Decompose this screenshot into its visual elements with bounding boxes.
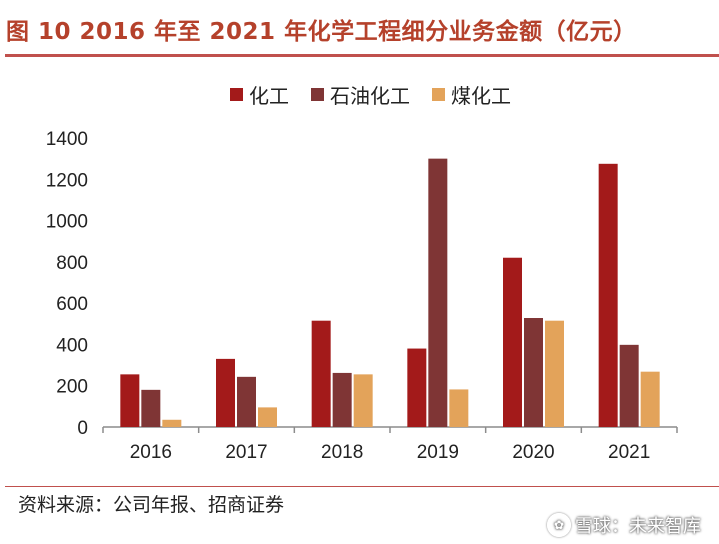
bar-2017-series-2 — [258, 407, 277, 427]
bar-2020-series-0 — [503, 257, 522, 427]
legend-swatch-1 — [311, 88, 324, 101]
bar-2018-series-1 — [332, 372, 352, 427]
bar-2021-series-2 — [640, 371, 660, 427]
legend-item-0: 化工 — [230, 80, 289, 109]
title-divider — [5, 54, 719, 57]
y-tick-label-0: 0 — [77, 418, 88, 439]
y-tick-label-7: 1400 — [46, 129, 88, 150]
bar-2021-series-0 — [598, 163, 618, 427]
snowball-icon: ✿ — [547, 513, 571, 537]
bar-2021-series-1 — [619, 344, 639, 427]
bar-2020-series-2 — [545, 320, 564, 427]
legend-swatch-0 — [230, 88, 243, 101]
legend-label-2: 煤化工 — [451, 84, 511, 108]
bar-2017-series-0 — [216, 358, 235, 427]
legend-label-0: 化工 — [249, 84, 289, 108]
x-tick-label-2: 2018 — [321, 442, 363, 463]
x-tick-label-4: 2020 — [512, 442, 554, 463]
bar-2019-series-2 — [449, 389, 469, 427]
chart-title: 图 10 2016 年至 2021 年化学工程细分业务金额（亿元） — [6, 19, 637, 45]
bar-2016-series-0 — [120, 374, 140, 427]
x-tick-label-1: 2017 — [225, 442, 267, 463]
x-tick-label-0: 2016 — [130, 442, 172, 463]
y-tick-label-5: 1000 — [46, 212, 88, 233]
bar-2016-series-1 — [141, 389, 161, 427]
source-divider — [5, 486, 719, 487]
legend-item-2: 煤化工 — [432, 80, 511, 109]
bar-2016-series-2 — [162, 419, 182, 427]
bar-2019-series-0 — [407, 348, 427, 427]
y-tick-label-2: 400 — [56, 335, 88, 356]
x-tick-label-3: 2019 — [417, 442, 459, 463]
y-tick-label-4: 800 — [56, 253, 88, 274]
bar-2018-series-2 — [353, 374, 373, 427]
x-tick-label-5: 2021 — [608, 442, 650, 463]
legend-label-1: 石油化工 — [330, 84, 410, 108]
bar-2019-series-1 — [428, 158, 448, 427]
source-note: 资料来源：公司年报、招商证券 — [18, 494, 285, 516]
bar-chart: 0 200 400 600 800 1000 1200 1400 2016 2017 2018 201… — [46, 129, 678, 463]
bar-2017-series-1 — [237, 376, 256, 427]
legend-swatch-2 — [432, 88, 445, 101]
legend-item-1: 石油化工 — [311, 80, 410, 109]
y-tick-label-6: 1200 — [46, 170, 88, 191]
bar-2020-series-1 — [524, 318, 543, 427]
y-tick-label-3: 600 — [56, 294, 88, 315]
watermark: ✿ 雪球：未来智库 — [547, 512, 701, 538]
legend: 化工 石油化工 煤化工 — [230, 80, 533, 109]
y-tick-label-1: 200 — [56, 377, 88, 398]
watermark-text: 雪球：未来智库 — [575, 516, 701, 537]
bar-2018-series-0 — [311, 320, 331, 427]
